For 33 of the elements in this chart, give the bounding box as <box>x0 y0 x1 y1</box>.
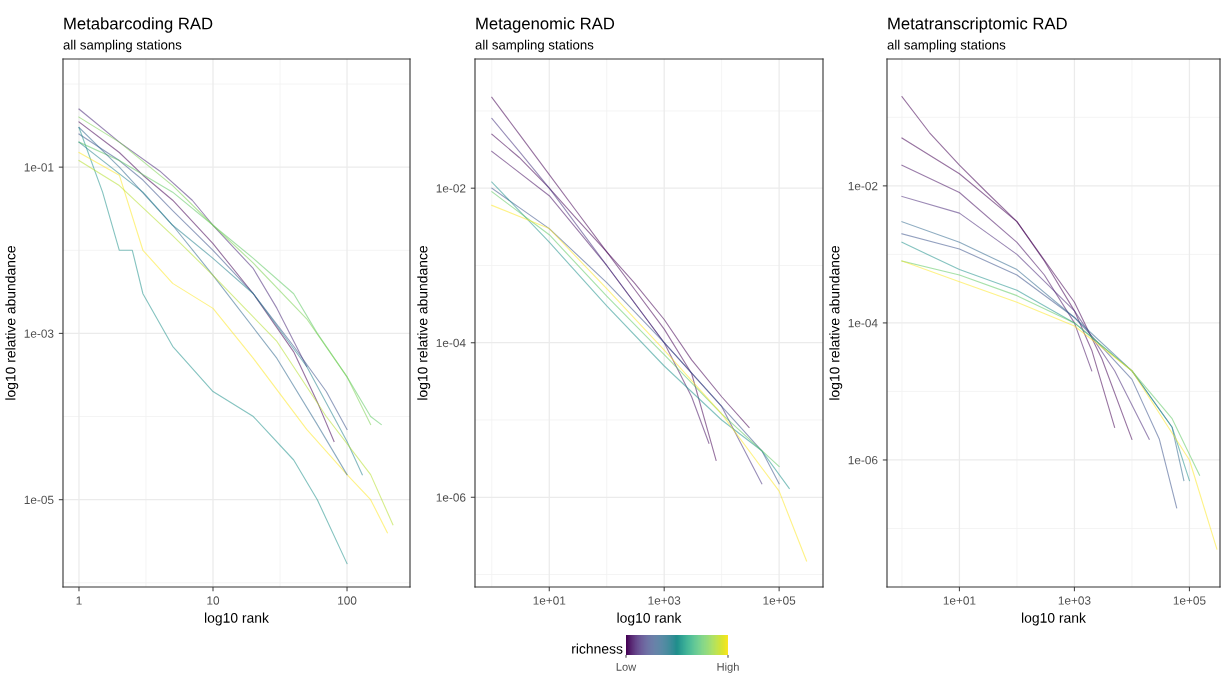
color-bar-label: Low <box>616 663 637 671</box>
y-axis-title: log10 relative abundance <box>417 246 431 400</box>
y-tick-label: 1e-06 <box>436 493 466 502</box>
color-bar-label: High <box>717 662 739 673</box>
chart-subtitle: all sampling stations <box>475 39 594 53</box>
y-tick-label: 1e-02 <box>436 184 466 193</box>
x-tick-label: 1e+05 <box>1173 596 1206 605</box>
chart-subtitle: all sampling stations <box>887 39 1006 53</box>
y-tick-label: 1e-04 <box>436 338 466 348</box>
x-tick-label: 100 <box>338 596 357 605</box>
y-axis-title: log10 relative abundance <box>829 246 843 400</box>
color-bar-title: richness <box>572 643 623 654</box>
chart-title: Metagenomic RAD <box>476 17 615 33</box>
chart-title: Metabarcoding RAD <box>64 17 213 33</box>
x-tick-label: 1e+01 <box>943 596 976 605</box>
y-tick-label: 1e-02 <box>848 181 878 191</box>
x-tick-label: 1e+03 <box>1058 596 1091 605</box>
y-axis-title: log10 relative abundance <box>5 246 19 400</box>
y-tick-label: 1e-06 <box>848 456 878 465</box>
x-axis-title: log10 rank <box>617 612 682 626</box>
y-tick-label: 1e-05 <box>24 495 54 505</box>
x-tick-label: 1e+05 <box>763 596 796 605</box>
y-tick-label: 1e-04 <box>848 318 878 328</box>
x-tick-label: 10 <box>207 596 220 605</box>
chart-title: Metatranscriptomic RAD <box>888 17 1067 33</box>
x-tick-label: 1e+01 <box>533 596 566 605</box>
x-axis-title: log10 rank <box>205 612 269 626</box>
y-tick-label: 1e-01 <box>24 163 54 172</box>
y-tick-label: 1e-03 <box>24 329 54 338</box>
chart-subtitle: all sampling stations <box>63 39 182 53</box>
x-axis-title: log10 rank <box>1022 612 1086 626</box>
x-tick-label: 1e+03 <box>648 596 681 605</box>
x-tick-label: 1 <box>76 596 82 605</box>
